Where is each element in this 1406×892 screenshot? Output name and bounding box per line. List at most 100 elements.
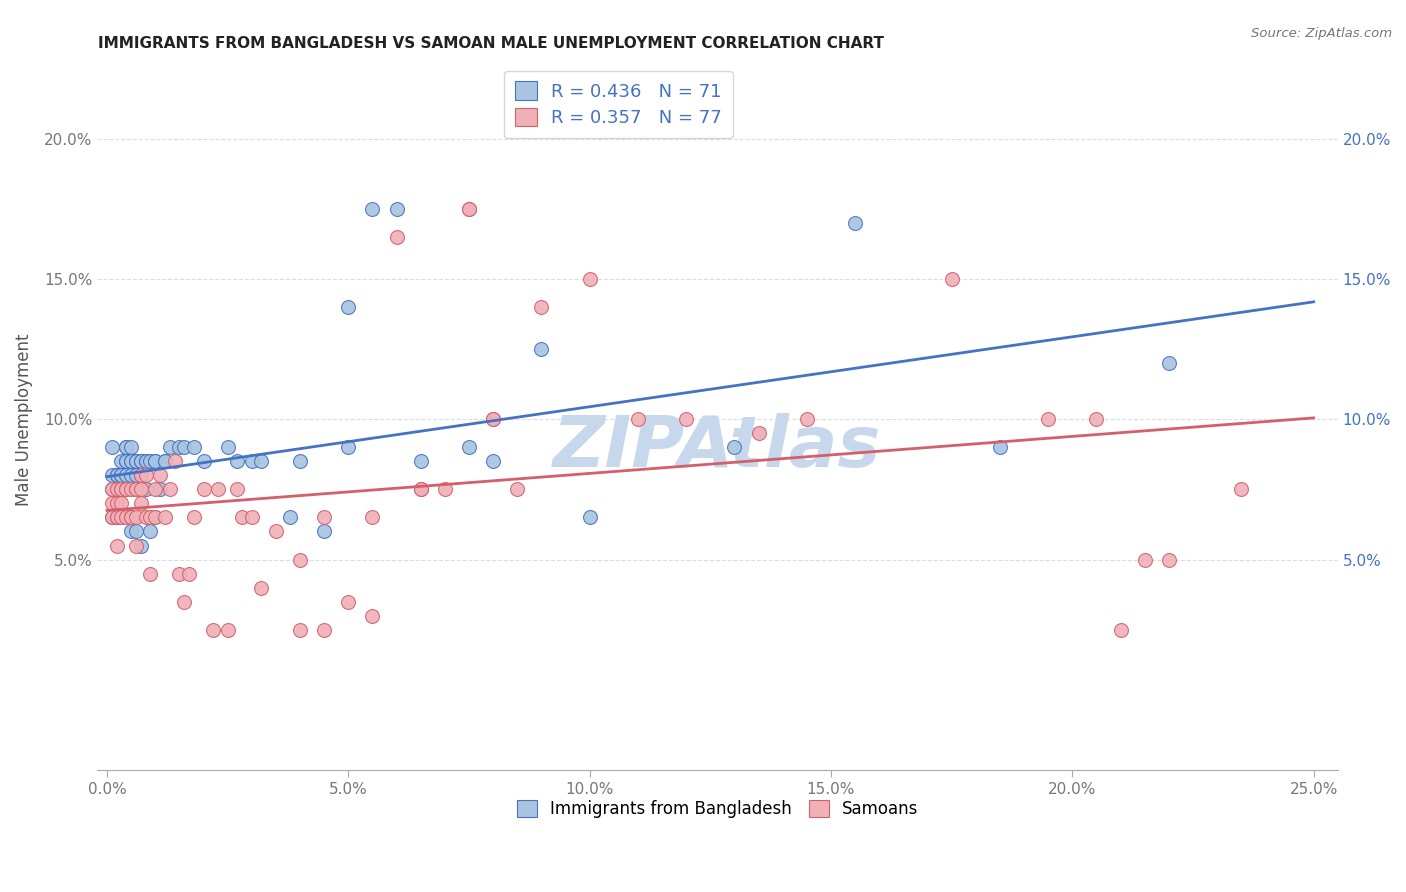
Point — [226, 454, 249, 468]
Point — [129, 468, 152, 483]
Point — [120, 468, 142, 483]
Point — [139, 566, 162, 581]
Point — [1133, 552, 1156, 566]
Point — [361, 608, 384, 623]
Point — [110, 454, 132, 468]
Point — [143, 454, 166, 468]
Point — [337, 300, 360, 314]
Point — [193, 483, 215, 497]
Point — [105, 510, 128, 524]
Point — [135, 468, 157, 483]
Point — [101, 483, 124, 497]
Point — [135, 483, 157, 497]
Point — [125, 510, 148, 524]
Point — [288, 552, 311, 566]
Point — [173, 440, 195, 454]
Point — [578, 510, 600, 524]
Point — [129, 539, 152, 553]
Point — [105, 483, 128, 497]
Point — [250, 581, 273, 595]
Point — [120, 454, 142, 468]
Point — [120, 440, 142, 454]
Point — [125, 483, 148, 497]
Point — [115, 510, 138, 524]
Point — [941, 272, 963, 286]
Point — [675, 412, 697, 426]
Point — [110, 496, 132, 510]
Point — [135, 454, 157, 468]
Point — [129, 483, 152, 497]
Point — [1157, 356, 1180, 370]
Point — [530, 342, 553, 356]
Point — [101, 483, 124, 497]
Point — [101, 510, 124, 524]
Point — [217, 623, 239, 637]
Point — [240, 510, 263, 524]
Point — [139, 454, 162, 468]
Point — [169, 440, 191, 454]
Point — [115, 468, 138, 483]
Point — [110, 483, 132, 497]
Point — [125, 454, 148, 468]
Point — [105, 496, 128, 510]
Point — [361, 202, 384, 216]
Point — [844, 216, 866, 230]
Point — [506, 483, 529, 497]
Point — [139, 510, 162, 524]
Point — [314, 510, 336, 524]
Point — [120, 454, 142, 468]
Point — [409, 454, 432, 468]
Point — [288, 454, 311, 468]
Point — [409, 483, 432, 497]
Point — [250, 454, 273, 468]
Point — [217, 440, 239, 454]
Point — [723, 440, 745, 454]
Point — [280, 510, 302, 524]
Point — [458, 202, 481, 216]
Point — [105, 510, 128, 524]
Point — [337, 594, 360, 608]
Point — [115, 483, 138, 497]
Point — [361, 510, 384, 524]
Point — [202, 623, 225, 637]
Point — [110, 483, 132, 497]
Point — [115, 483, 138, 497]
Point — [120, 483, 142, 497]
Point — [183, 440, 205, 454]
Point — [1109, 623, 1132, 637]
Point — [135, 510, 157, 524]
Point — [231, 510, 253, 524]
Point — [1157, 552, 1180, 566]
Y-axis label: Male Unemployment: Male Unemployment — [15, 333, 32, 506]
Point — [143, 510, 166, 524]
Point — [129, 454, 152, 468]
Point — [458, 440, 481, 454]
Point — [409, 483, 432, 497]
Point — [385, 202, 408, 216]
Legend: Immigrants from Bangladesh, Samoans: Immigrants from Bangladesh, Samoans — [510, 793, 925, 825]
Point — [149, 468, 172, 483]
Point — [149, 483, 172, 497]
Point — [120, 524, 142, 539]
Point — [143, 483, 166, 497]
Point — [385, 230, 408, 244]
Point — [153, 454, 176, 468]
Point — [433, 483, 456, 497]
Point — [153, 510, 176, 524]
Point — [159, 440, 181, 454]
Point — [627, 412, 650, 426]
Point — [458, 202, 481, 216]
Point — [143, 510, 166, 524]
Point — [125, 524, 148, 539]
Point — [110, 468, 132, 483]
Point — [748, 426, 770, 441]
Point — [129, 468, 152, 483]
Point — [1230, 483, 1253, 497]
Point — [207, 483, 229, 497]
Point — [110, 510, 132, 524]
Point — [105, 468, 128, 483]
Point — [482, 454, 505, 468]
Text: IMMIGRANTS FROM BANGLADESH VS SAMOAN MALE UNEMPLOYMENT CORRELATION CHART: IMMIGRANTS FROM BANGLADESH VS SAMOAN MAL… — [98, 36, 884, 51]
Point — [288, 623, 311, 637]
Point — [101, 468, 124, 483]
